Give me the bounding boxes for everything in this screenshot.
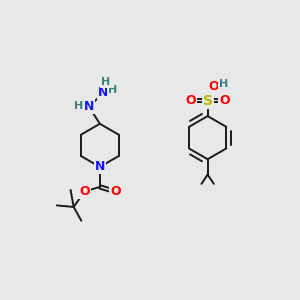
Text: O: O xyxy=(208,80,219,93)
Text: S: S xyxy=(203,94,213,108)
Text: N: N xyxy=(84,100,94,113)
Text: O: O xyxy=(79,185,90,198)
Text: O: O xyxy=(219,94,230,107)
Text: H: H xyxy=(100,77,110,87)
Text: H: H xyxy=(74,101,84,111)
Text: O: O xyxy=(110,185,121,198)
Text: N: N xyxy=(98,86,108,100)
Text: H: H xyxy=(107,85,117,95)
Text: H: H xyxy=(219,79,228,89)
Text: N: N xyxy=(95,160,105,173)
Text: O: O xyxy=(185,94,196,107)
